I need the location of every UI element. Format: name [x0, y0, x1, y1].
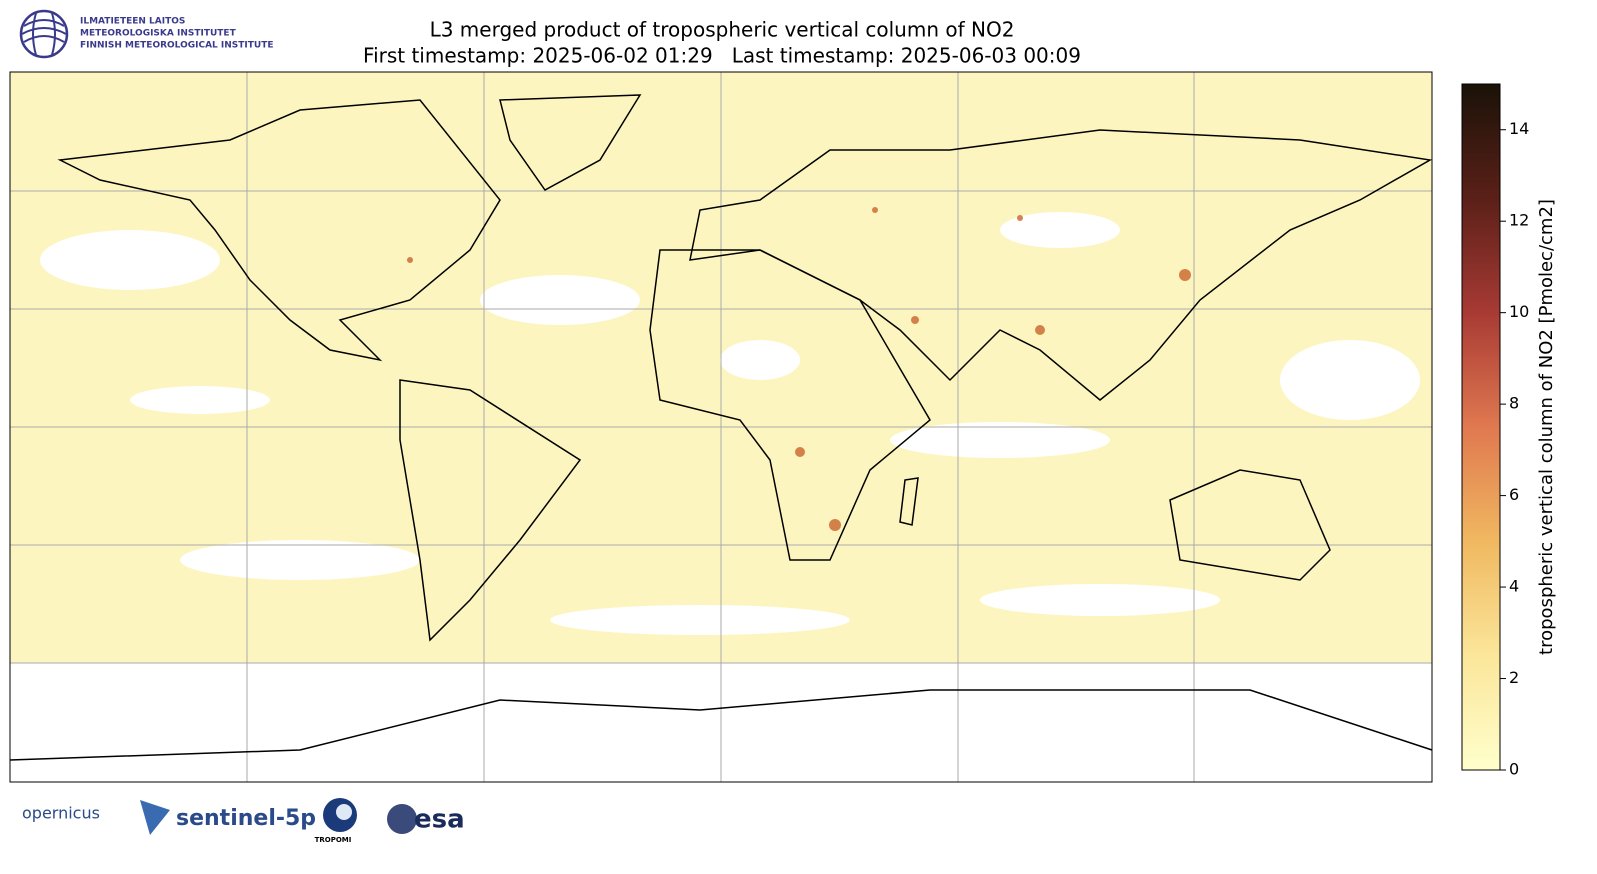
map — [9, 71, 1433, 783]
esa-icon — [387, 804, 417, 834]
colorbar-ramp — [1461, 83, 1501, 771]
logo-tropomi: TROPOMI — [315, 836, 352, 844]
colorbar-tick-label: 8 — [1509, 394, 1519, 413]
colorbar-tick-label: 0 — [1509, 760, 1519, 779]
logo-lines — [21, 12, 67, 56]
colorbar-tick-label: 4 — [1509, 577, 1519, 596]
fmi-logo: ILMATIETEEN LAITOS METEOROLOGISKA INSTIT… — [19, 9, 274, 59]
sentinel-icon — [140, 800, 170, 835]
colorbar-tick-label: 14 — [1509, 119, 1529, 138]
coastlines — [9, 94, 1433, 761]
logo-sentinel: sentinel-5p — [176, 806, 316, 831]
graticule — [10, 72, 1432, 782]
colorbar: tropospheric vertical column of NO2 [Pmo… — [1461, 83, 1557, 779]
footer-logos: opernicus sentinel-5p TROPOMI esa — [22, 798, 465, 844]
institute-line: METEOROLOGISKA INSTITUTET — [80, 29, 237, 39]
subtitle: First timestamp: 2025-06-02 01:29 Last t… — [363, 44, 1081, 68]
colorbar-label: tropospheric vertical column of NO2 [Pmo… — [1536, 199, 1557, 655]
colorbar-tick-label: 12 — [1509, 211, 1529, 230]
map-frame — [9, 71, 1433, 783]
institute-line: FINNISH METEOROLOGICAL INSTITUTE — [80, 41, 274, 51]
colorbar-tick-label: 10 — [1509, 302, 1529, 321]
title: L3 merged product of tropospheric vertic… — [430, 18, 1015, 42]
institute-line: ILMATIETEEN LAITOS — [80, 17, 185, 27]
colorbar-tick-label: 6 — [1509, 485, 1519, 504]
logo-circle — [19, 9, 69, 59]
tropomi-eye — [336, 804, 352, 820]
colorbar-tick-label: 2 — [1509, 668, 1519, 687]
hotspots — [407, 207, 1191, 531]
logo-copernicus: opernicus — [22, 804, 100, 823]
logo-esa: esa — [414, 805, 465, 835]
